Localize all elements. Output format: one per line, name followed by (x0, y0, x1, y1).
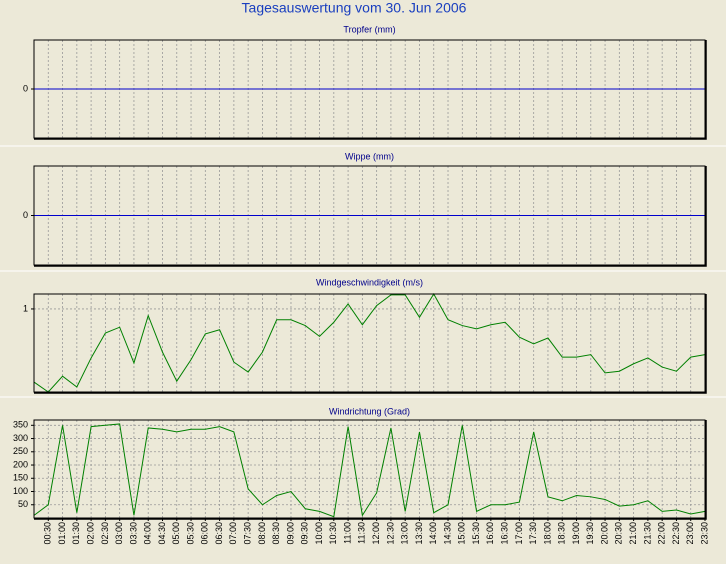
x-tick-label: 17:30 (528, 522, 538, 545)
x-tick-label: 02:30 (100, 522, 110, 545)
x-tick-label: 17:00 (514, 522, 524, 545)
panel-title: Tropfer (mm) (343, 24, 395, 34)
y-tick-label: 100 (13, 486, 28, 496)
x-tick-label: 05:00 (171, 522, 181, 545)
x-tick-label: 10:00 (314, 522, 324, 545)
x-tick-label: 08:00 (257, 522, 267, 545)
y-tick-label: 300 (13, 433, 28, 443)
x-tick-label: 15:30 (471, 522, 481, 545)
x-tick-label: 03:30 (128, 522, 138, 545)
x-tick-label: 09:30 (300, 522, 310, 545)
plot-border (33, 293, 706, 393)
y-tick-label: 350 (13, 420, 28, 430)
y-tick-label: 0 (23, 210, 28, 220)
x-tick-label: 21:30 (642, 522, 652, 545)
y-tick-label: 1 (23, 303, 28, 313)
data-line (33, 293, 706, 393)
x-tick-label: 03:00 (114, 522, 124, 545)
x-tick-label: 21:00 (628, 522, 638, 545)
x-tick-label: 11:00 (342, 522, 352, 544)
x-tick-label: 06:30 (214, 522, 224, 545)
x-tick-label: 19:00 (571, 522, 581, 545)
x-tick-label: 15:00 (457, 522, 467, 545)
x-tick-label: 18:00 (542, 522, 552, 545)
x-tick-label: 18:30 (557, 522, 567, 545)
x-tick-label: 07:30 (243, 522, 253, 545)
plot-border-shadow (34, 166, 707, 267)
panel-title: Windgeschwindigkeit (m/s) (316, 277, 423, 287)
x-tick-label: 09:00 (285, 522, 295, 545)
main-title: Tagesauswertung vom 30. Jun 2006 (242, 0, 467, 16)
plot-border-shadow (34, 420, 707, 520)
x-tick-label: 14:00 (428, 522, 438, 545)
x-tick-label: 02:00 (85, 522, 95, 545)
x-tick-label: 20:30 (614, 522, 624, 545)
x-tick-label: 22:00 (657, 522, 667, 545)
x-tick-label: 19:30 (585, 522, 595, 545)
plot-area (34, 420, 705, 518)
plot-border (33, 39, 706, 139)
plot-border-shadow (34, 40, 707, 140)
x-tick-label: 16:30 (500, 522, 510, 545)
plot-border (33, 165, 706, 266)
x-tick-label: 06:00 (200, 522, 210, 545)
x-tick-label: 08:30 (271, 522, 281, 545)
x-tick-label: 14:30 (442, 522, 452, 545)
plot-area (34, 294, 705, 392)
x-tick-label: 04:00 (143, 522, 153, 545)
x-tick-label: 16:00 (485, 522, 495, 545)
x-tick-label: 00:30 (43, 522, 53, 545)
x-tick-label: 23:00 (685, 522, 695, 545)
y-tick-label: 150 (13, 473, 28, 483)
x-tick-label: 01:30 (71, 522, 81, 545)
y-tick-label: 50 (18, 499, 28, 509)
y-tick-label: 250 (13, 446, 28, 456)
data-line (33, 423, 706, 518)
x-tick-label: 01:00 (57, 522, 67, 545)
x-tick-label: 12:30 (385, 522, 395, 545)
x-tick-label: 10:30 (328, 522, 338, 545)
panel-title: Windrichtung (Grad) (329, 406, 410, 416)
x-tick-label: 04:30 (157, 522, 167, 545)
x-tick-label: 07:00 (228, 522, 238, 545)
y-tick-label: 200 (13, 459, 28, 469)
x-tick-label: 23:30 (699, 522, 709, 545)
x-tick-label: 22:30 (671, 522, 681, 545)
x-tick-label: 13:00 (400, 522, 410, 545)
x-tick-label: 13:30 (414, 522, 424, 545)
x-tick-label: 11:30 (357, 522, 367, 544)
plot-border-shadow (34, 294, 707, 394)
x-tick-label: 12:00 (371, 522, 381, 545)
x-tick-label: 05:30 (185, 522, 195, 545)
x-tick-label: 20:00 (599, 522, 609, 545)
y-tick-label: 0 (23, 83, 28, 93)
panel-title: Wippe (mm) (345, 151, 394, 161)
